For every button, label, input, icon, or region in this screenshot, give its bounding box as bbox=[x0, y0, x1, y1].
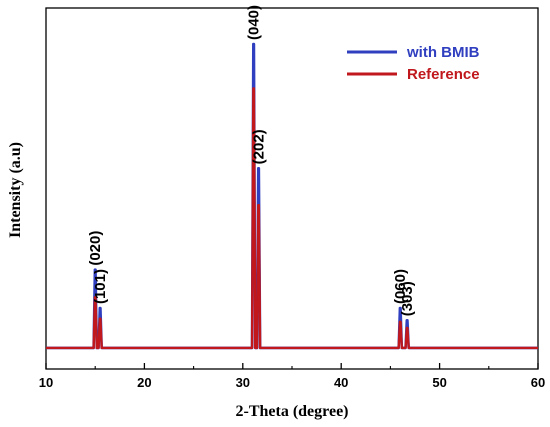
legend-label-with-bmib: with BMIB bbox=[406, 44, 480, 61]
peak-point-with-bmib bbox=[399, 307, 402, 309]
plot-area bbox=[46, 42, 538, 350]
series-line-with-bmib bbox=[46, 42, 538, 350]
plot-frame bbox=[45, 7, 539, 370]
peak-label: (303) bbox=[399, 281, 416, 316]
peak-point-reference bbox=[257, 204, 260, 206]
peak-label: (020) bbox=[87, 231, 104, 266]
peak-point-with-bmib bbox=[257, 167, 260, 170]
series-line-reference bbox=[46, 87, 538, 350]
peak-point-reference bbox=[406, 327, 408, 329]
peak-point-reference bbox=[399, 321, 402, 323]
peak-point-with-bmib bbox=[99, 307, 101, 309]
peak-point-reference bbox=[99, 317, 101, 320]
x-tick-label: 50 bbox=[432, 375, 446, 390]
peak-annotations: (020) (101) (040) (202) (060)(303) bbox=[87, 5, 416, 316]
x-axis: 10 20 30 40 50 60 bbox=[39, 363, 545, 390]
x-tick-label: 60 bbox=[531, 375, 545, 390]
peak-point-reference bbox=[252, 87, 255, 90]
peak-point-with-bmib bbox=[94, 268, 96, 271]
peak-label: (060) bbox=[392, 269, 409, 304]
x-tick-label: 20 bbox=[137, 375, 151, 390]
peak-label: (040) bbox=[246, 5, 263, 40]
peak-label: (202) bbox=[251, 129, 268, 164]
legend-label-reference: Reference bbox=[407, 66, 480, 83]
peak-label: (101) bbox=[92, 269, 109, 304]
y-axis-title: Intensity (a.u) bbox=[7, 142, 24, 238]
peak-point-with-bmib bbox=[252, 43, 255, 45]
peak-point-reference bbox=[94, 296, 96, 299]
x-tick-label: 40 bbox=[334, 375, 348, 390]
x-tick-label: 10 bbox=[39, 375, 53, 390]
x-tick-label: 30 bbox=[236, 375, 250, 390]
peak-point-with-bmib bbox=[406, 319, 408, 322]
x-axis-title: 2-Theta (degree) bbox=[236, 403, 349, 420]
legend: with BMIB Reference bbox=[347, 44, 480, 83]
